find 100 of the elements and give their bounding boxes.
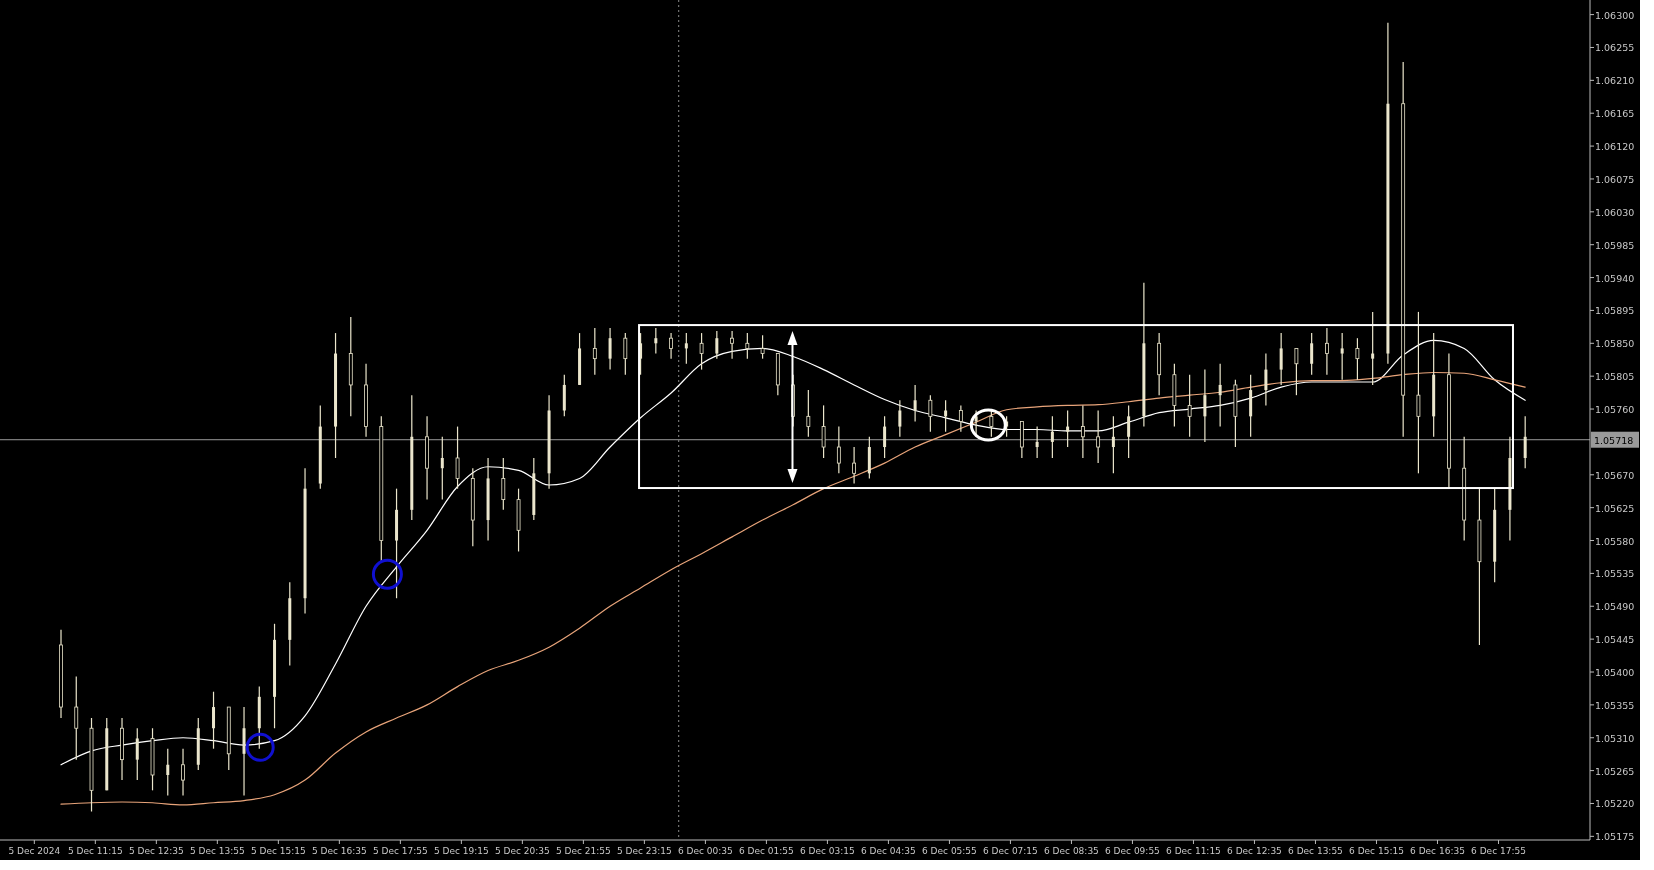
candlestick [1066, 409, 1070, 448]
candlestick [135, 727, 139, 781]
y-tick-label: 1.06120 [1595, 141, 1635, 153]
candlestick [883, 415, 887, 459]
candlestick [684, 332, 688, 365]
x-tick-label: 6 Dec 08:35 [1044, 846, 1099, 856]
x-tick-label: 5 Dec 23:15 [616, 846, 672, 856]
candlestick [654, 327, 658, 355]
candlestick [1340, 332, 1344, 381]
candlestick [74, 675, 79, 761]
x-tick-label: 6 Dec 17:55 [1471, 846, 1526, 856]
x-tick-label: 5 Dec 16:35 [311, 846, 367, 856]
y-tick-label: 1.06300 [1595, 9, 1635, 21]
y-tick-label: 1.06210 [1595, 75, 1635, 87]
candlestick [1203, 369, 1207, 443]
candlestick [1310, 332, 1314, 376]
candlestick [1111, 415, 1115, 474]
candlestick [1416, 311, 1421, 474]
x-tick-label: 6 Dec 12:35 [1227, 846, 1282, 856]
y-tick-label: 1.05445 [1595, 634, 1635, 646]
y-tick-label: 1.06255 [1595, 42, 1635, 54]
x-tick-label: 6 Dec 16:35 [1410, 846, 1465, 856]
candlestick [1325, 327, 1329, 376]
x-tick-label: 5 Dec 17:55 [372, 846, 428, 856]
y-tick-label: 1.06165 [1595, 108, 1635, 120]
candlestick [699, 332, 704, 371]
candlestick [913, 384, 917, 423]
candlestick [715, 330, 719, 360]
x-tick-label: 5 Dec 13:55 [189, 846, 245, 856]
x-tick-label: 5 Dec 19:15 [433, 846, 489, 856]
x-tick-label: 6 Dec 00:35 [677, 846, 733, 856]
y-tick-label: 1.05310 [1595, 732, 1635, 744]
x-tick-label: 5 Dec 12:35 [128, 846, 184, 856]
candlestick [898, 399, 902, 438]
candlestick [821, 404, 826, 459]
candlestick [501, 457, 506, 511]
candlestick [1080, 404, 1085, 459]
y-tick-label: 1.05985 [1595, 239, 1635, 251]
candlestick [455, 425, 460, 490]
candlestick [440, 436, 444, 501]
candlestick [608, 327, 612, 371]
candlestick [1187, 374, 1192, 438]
x-tick-label: 6 Dec 05:55 [922, 846, 977, 856]
y-tick-label: 1.05490 [1595, 601, 1635, 613]
x-tick-label: 6 Dec 09:55 [1105, 846, 1160, 856]
candlestick [928, 394, 933, 433]
line-series [60, 371, 1526, 806]
x-tick-label: 5 Dec 11:15 [67, 846, 123, 856]
candlestick [1218, 363, 1222, 428]
y-tick-label: 1.05625 [1595, 502, 1635, 514]
x-tick-label: 6 Dec 04:35 [861, 846, 916, 856]
candlestick [730, 330, 734, 360]
candlestick [212, 691, 216, 750]
y-tick-label: 1.05805 [1595, 371, 1635, 383]
candlestick [669, 332, 673, 360]
candlestick [1279, 332, 1283, 386]
x-tick-label: 6 Dec 15:15 [1349, 846, 1404, 856]
y-tick-label: 1.05760 [1595, 404, 1635, 416]
candlestick [623, 332, 628, 376]
y-tick-label: 1.05535 [1595, 568, 1635, 580]
x-tick-label: 5 Dec 20:35 [494, 846, 550, 856]
candlestick [760, 334, 765, 360]
y-tick-label: 1.05850 [1595, 338, 1635, 350]
y-tick-label: 1.05670 [1595, 469, 1635, 481]
x-tick-label: 5 Dec 15:15 [250, 846, 306, 856]
y-tick-label: 1.06030 [1595, 206, 1635, 218]
candlestick [806, 389, 811, 438]
candlestick [1355, 337, 1360, 381]
line-series [60, 339, 1526, 766]
x-tick-label: 6 Dec 07:15 [983, 846, 1038, 856]
y-tick-label: 1.05895 [1595, 305, 1635, 317]
candlestick [1050, 415, 1054, 459]
candlestick [745, 332, 750, 360]
candlestick [852, 446, 856, 485]
candlestick [181, 748, 185, 797]
x-tick-label: 6 Dec 01:55 [739, 846, 794, 856]
y-tick-label: 1.05265 [1595, 765, 1635, 777]
candlestick [836, 425, 841, 474]
x-tick-label: 5 Dec 2024 [8, 846, 61, 856]
candlestick [989, 409, 994, 438]
y-tick-label: 1.05940 [1595, 272, 1635, 284]
candlestick [958, 404, 963, 433]
candlestick [1523, 415, 1527, 469]
y-tick-label: 1.05580 [1595, 535, 1635, 547]
candlestick [592, 327, 597, 376]
candlestick [1294, 347, 1299, 396]
y-tick-label: 1.06075 [1595, 173, 1635, 185]
y-tick-label: 1.05175 [1595, 831, 1635, 843]
candlestick [166, 748, 170, 797]
ref-line-label: 1.05718 [1594, 434, 1634, 446]
x-tick-label: 6 Dec 13:55 [1288, 846, 1343, 856]
candlestick [1035, 425, 1039, 459]
x-tick-label: 6 Dec 03:15 [800, 846, 855, 856]
x-tick-label: 5 Dec 21:55 [555, 846, 611, 856]
candlestick [1096, 409, 1101, 464]
candlestick [1371, 311, 1375, 386]
x-tick-label: 6 Dec 11:15 [1166, 846, 1221, 856]
y-tick-label: 1.05220 [1595, 798, 1635, 810]
y-tick-label: 1.05355 [1595, 699, 1635, 711]
candlestick [1264, 352, 1268, 406]
